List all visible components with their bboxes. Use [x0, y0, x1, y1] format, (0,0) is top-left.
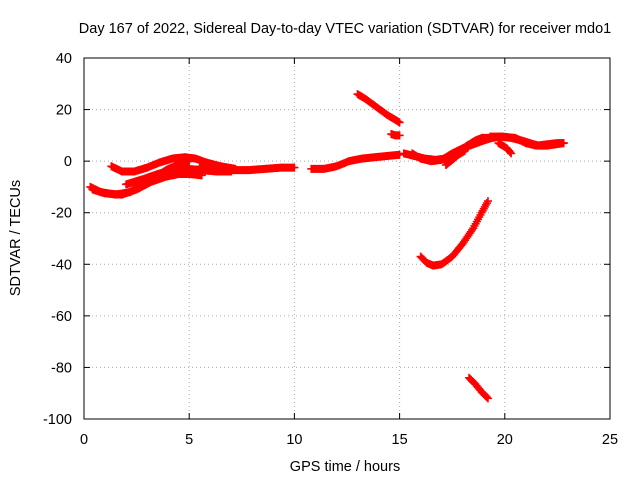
x-tick-label: 10: [286, 432, 302, 448]
x-axis-label: GPS time / hours: [290, 459, 400, 475]
data-point: [483, 197, 492, 206]
x-tick-label: 0: [80, 432, 88, 448]
data-points: [86, 90, 568, 403]
series-arc-15: [465, 373, 492, 403]
x-tick-label: 20: [497, 432, 513, 448]
series-arc-7: [353, 90, 404, 127]
x-tick-label: 15: [392, 432, 408, 448]
series-arc-6: [307, 150, 404, 173]
data-point: [506, 148, 515, 157]
axis-ticks: 0 5 10 15 20 25 -100 -80 -60 -40 -20 0 20 40: [43, 51, 618, 448]
data-point: [395, 118, 404, 127]
data-point: [559, 139, 568, 148]
y-tick-label: -60: [51, 309, 72, 325]
y-axis-label: SDTVAR / TECUs: [8, 180, 24, 296]
data-point: [507, 149, 516, 158]
chart-title: Day 167 of 2022, Sidereal Day-to-day VTE…: [79, 21, 611, 37]
plot-frame: [83, 57, 611, 420]
series-arc-2: [88, 170, 206, 199]
y-tick-label: -20: [51, 206, 72, 222]
series-arc-11: [441, 146, 469, 170]
y-tick-label: -40: [51, 257, 72, 273]
data-point: [395, 131, 404, 140]
series-arc-10: [408, 132, 568, 166]
data-point: [290, 163, 299, 172]
series-arc-12: [494, 139, 516, 158]
data-point: [483, 394, 492, 403]
series-arc-13: [486, 132, 568, 150]
series-arc-8: [387, 130, 404, 140]
y-tick-label: 20: [56, 103, 72, 119]
data-point: [460, 146, 469, 155]
y-tick-label: -80: [51, 360, 72, 376]
data-point: [482, 393, 491, 402]
y-tick-label: 40: [56, 51, 72, 67]
series-arc-14: [416, 197, 492, 270]
series-arc-5: [195, 162, 299, 175]
x-tick-label: 25: [602, 432, 618, 448]
y-tick-label: -100: [43, 412, 72, 428]
grid-lines: [84, 58, 610, 419]
y-tick-label: 0: [64, 154, 72, 170]
x-tick-label: 5: [185, 432, 193, 448]
